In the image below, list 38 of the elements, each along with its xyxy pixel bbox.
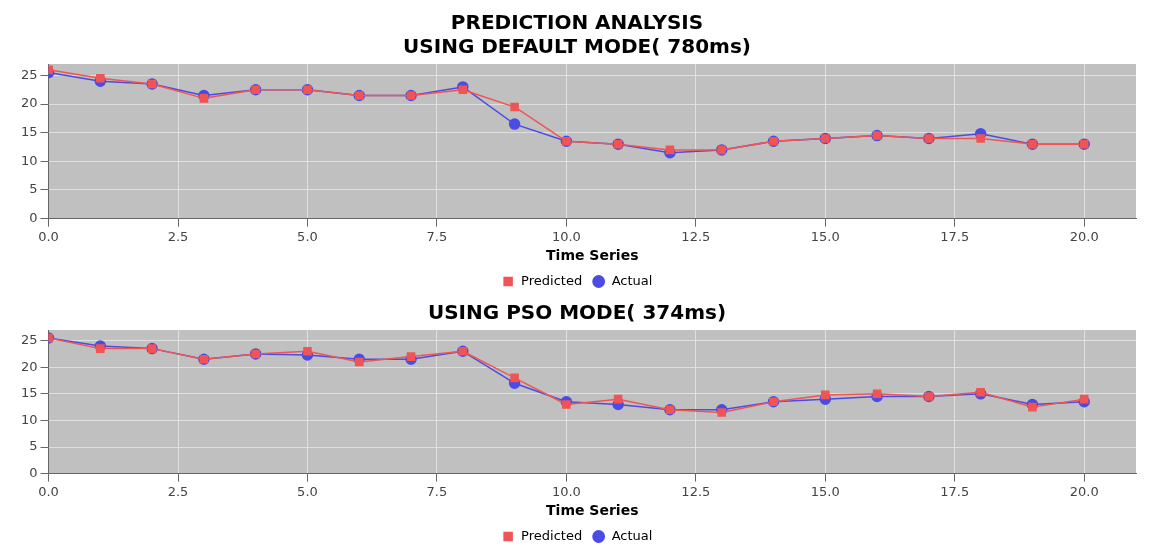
x-tick-label: 15.0: [810, 483, 840, 499]
legend-label: Actual: [611, 527, 653, 543]
x-tick-label: 2.5: [167, 228, 189, 244]
x-tick-label: 12.5: [681, 483, 711, 499]
y-tick-label: 20: [21, 95, 38, 111]
x-tick-label: 10.0: [551, 228, 581, 244]
x-tick-label: 20.0: [1069, 228, 1099, 244]
y-tick-label: 25: [21, 332, 38, 348]
x-tick-label: 17.5: [940, 483, 970, 499]
x-tick-label: 5.0: [297, 228, 318, 244]
y-tick-label: 15: [21, 385, 38, 401]
x-tick-label: 2.5: [167, 483, 189, 499]
chart-title: PREDICTION ANALYSIS USING DEFAULT MODE( 780ms): [403, 10, 751, 59]
x-tick-label: 10.0: [551, 483, 581, 499]
x-tick-label: 20.0: [1069, 483, 1099, 499]
y-tick-label: 15: [21, 124, 38, 140]
x-tick-label: 5.0: [297, 483, 318, 499]
y-tick-label: 5: [29, 438, 38, 454]
x-tick-label: 17.5: [940, 228, 970, 244]
y-tick-label: 0: [29, 209, 38, 225]
y-tick-label: 5: [29, 181, 38, 197]
y-tick-label: 10: [21, 411, 38, 427]
x-tick-label: 7.5: [426, 228, 448, 244]
x-tick-label: 0.0: [38, 228, 59, 244]
y-tick-label: 0: [29, 464, 38, 480]
x-axis-title: Time Series: [546, 247, 639, 264]
legend-label: Actual: [611, 272, 653, 288]
x-tick-label: 7.5: [426, 483, 448, 499]
x-tick-label: 0.0: [38, 483, 59, 499]
y-tick-label: 10: [21, 152, 38, 168]
legend-label: Predicted: [521, 272, 583, 288]
y-tick-label: 25: [21, 66, 38, 82]
x-tick-label: 12.5: [681, 228, 711, 244]
x-axis-title: Time Series: [546, 502, 639, 519]
legend-label: Predicted: [521, 527, 583, 543]
chart-title: USING PSO MODE( 374ms): [427, 300, 727, 325]
y-tick-label: 20: [21, 358, 38, 374]
x-tick-label: 15.0: [810, 228, 840, 244]
